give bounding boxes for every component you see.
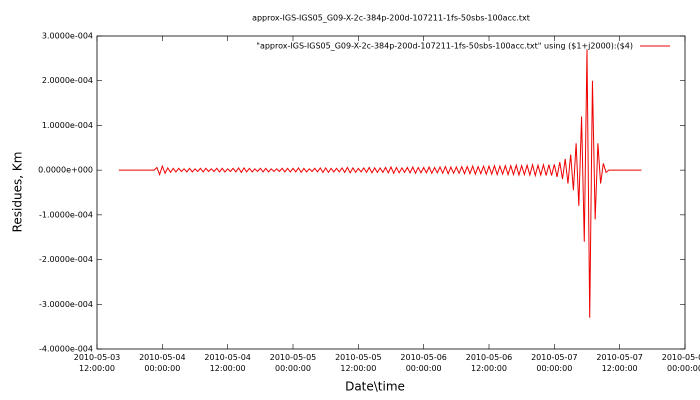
x-tick-label: 2010-05-07 12:00:00 bbox=[596, 353, 643, 373]
data-line bbox=[118, 49, 642, 318]
y-tick-label: -1.0000e-004 bbox=[39, 210, 93, 219]
x-axis-label: Date\time bbox=[345, 380, 405, 394]
legend-label: "approx-IGS-IGS05_G09-X-2c-384p-200d-107… bbox=[256, 42, 633, 51]
y-tick-label: 2.0000e-004 bbox=[42, 76, 93, 85]
x-tick-label: 2010-05-05 00:00:00 bbox=[270, 353, 317, 373]
y-tick-label: -4.0000e-004 bbox=[39, 345, 93, 354]
chart-title: approx-IGS-IGS05_G09-X-2c-384p-200d-1072… bbox=[252, 14, 530, 23]
x-tick-label: 2010-05-04 00:00:00 bbox=[139, 353, 186, 373]
y-tick-label: -3.0000e-004 bbox=[39, 300, 93, 309]
y-tick-label: 0.0000e+000 bbox=[38, 166, 93, 175]
x-tick-label: 2010-05-0800:00:00 bbox=[662, 353, 700, 373]
x-tick-label: 2010-05-03 12:00:00 bbox=[74, 353, 121, 373]
x-tick-label: 2010-05-07 00:00:00 bbox=[531, 353, 578, 373]
y-axis-label: Residues, Km bbox=[11, 152, 25, 233]
plot-border bbox=[96, 35, 686, 350]
x-tick-label: 2010-05-06 00:00:00 bbox=[400, 353, 447, 373]
x-tick-label: 2010-05-06 12:00:00 bbox=[466, 353, 513, 373]
x-tick-label: 2010-05-04 12:00:00 bbox=[204, 353, 251, 373]
x-tick-label: 2010-05-05 12:00:00 bbox=[335, 353, 382, 373]
y-tick-label: 3.0000e-004 bbox=[42, 32, 93, 41]
y-tick-label: -2.0000e-004 bbox=[39, 255, 93, 264]
y-tick-label: 1.0000e-004 bbox=[42, 121, 93, 130]
